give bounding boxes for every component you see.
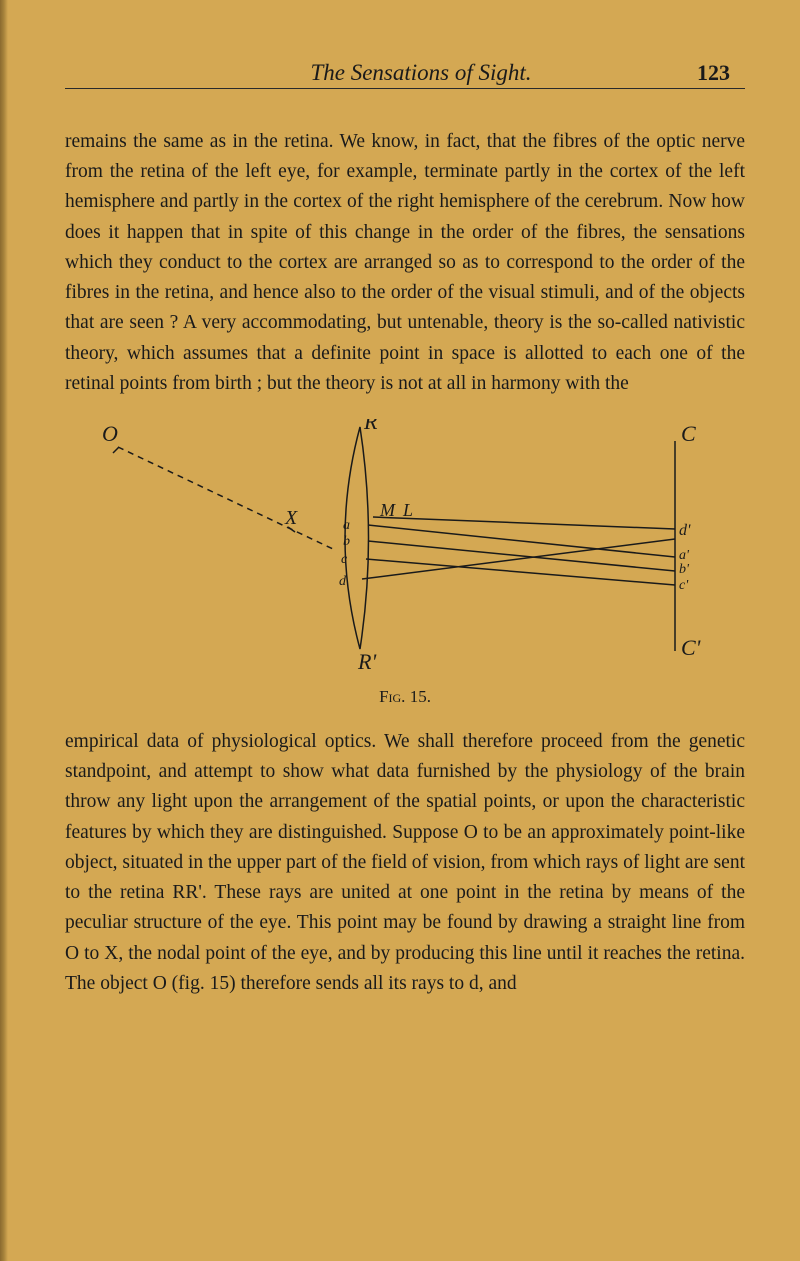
page-left-edge [0, 0, 8, 1261]
chapter-title: The Sensations of Sight. [145, 60, 697, 86]
figure-caption-number: 15. [410, 687, 431, 706]
svg-text:X: X [284, 507, 298, 529]
svg-text:b': b' [679, 562, 690, 577]
svg-text:L: L [402, 500, 413, 520]
page-number: 123 [697, 60, 730, 86]
svg-text:R': R' [357, 649, 376, 674]
svg-text:a: a [343, 518, 350, 533]
svg-text:M: M [379, 500, 396, 520]
svg-text:R: R [363, 419, 378, 434]
svg-text:C': C' [681, 635, 701, 660]
eye-diagram-figure: O R C X ML R' C' abcd d' a'b'c' [95, 419, 715, 679]
svg-text:c': c' [679, 578, 689, 593]
svg-text:a': a' [679, 548, 690, 563]
svg-text:O: O [102, 421, 118, 446]
svg-text:c: c [341, 552, 348, 567]
paragraph-1: remains the same as in the retina. We kn… [65, 127, 745, 399]
paragraph-2: empirical data of physiological optics. … [65, 727, 745, 999]
svg-text:d: d [339, 574, 347, 589]
figure-caption: Fig. 15. [65, 687, 745, 707]
header-divider [65, 88, 745, 89]
svg-text:d': d' [679, 522, 691, 539]
svg-text:C: C [681, 421, 696, 446]
figure-caption-label: Fig. [379, 687, 405, 706]
page-header: The Sensations of Sight. 123 [65, 60, 745, 86]
svg-text:b: b [343, 534, 350, 549]
